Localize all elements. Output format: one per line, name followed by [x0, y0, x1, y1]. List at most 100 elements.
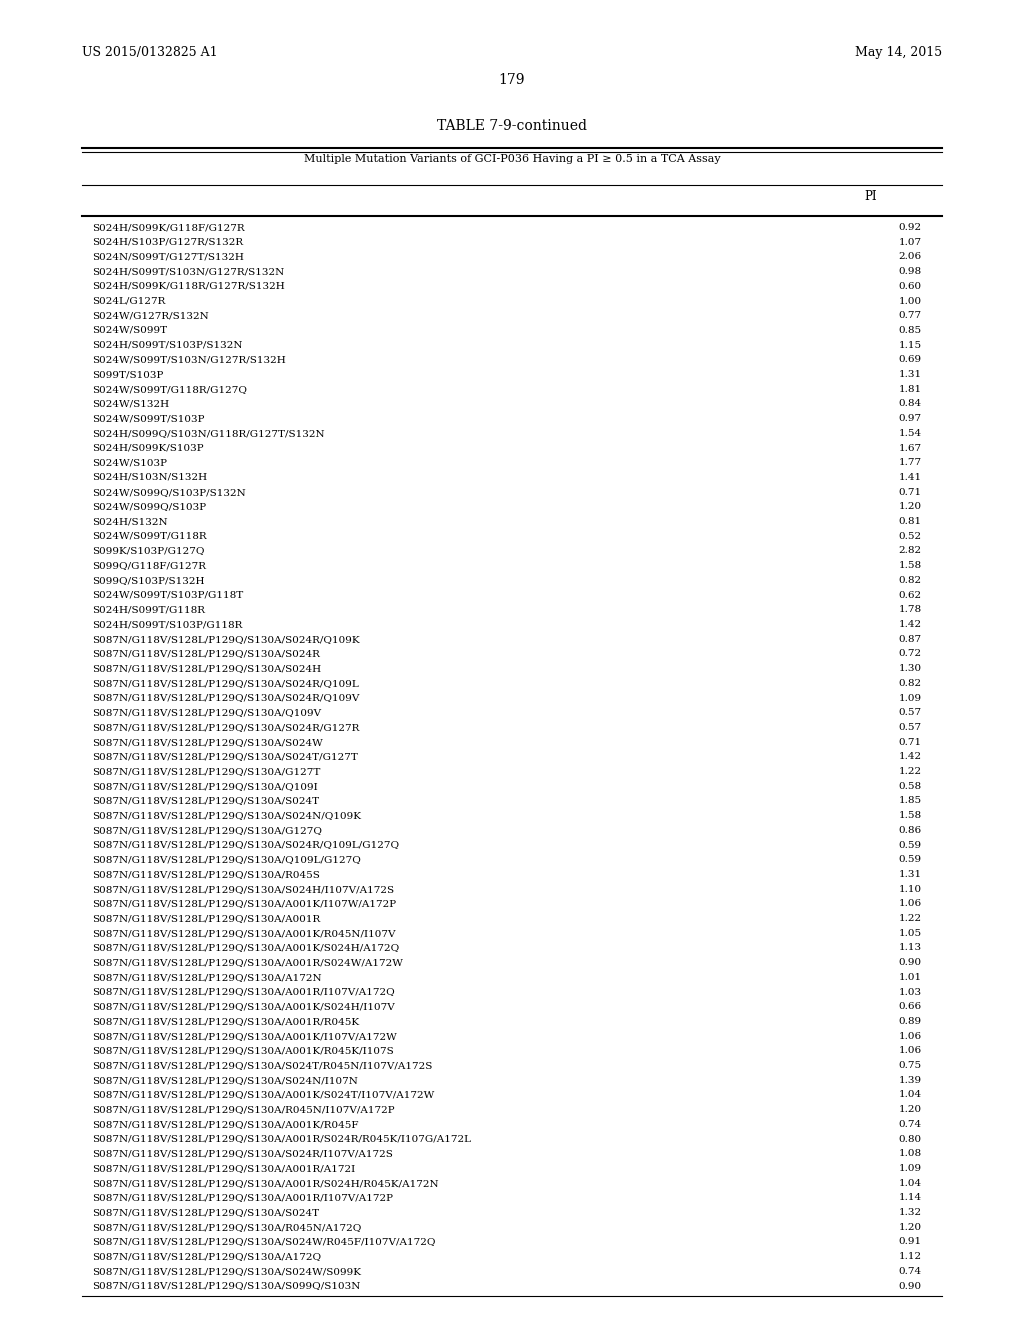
Text: S087N/G118V/S128L/P129Q/S130A/A172Q: S087N/G118V/S128L/P129Q/S130A/A172Q — [92, 1253, 322, 1261]
Text: 1.30: 1.30 — [898, 664, 922, 673]
Text: 0.74: 0.74 — [898, 1119, 922, 1129]
Text: S087N/G118V/S128L/P129Q/S130A/S024T/R045N/I107V/A172S: S087N/G118V/S128L/P129Q/S130A/S024T/R045… — [92, 1061, 432, 1071]
Text: 1.41: 1.41 — [898, 473, 922, 482]
Text: US 2015/0132825 A1: US 2015/0132825 A1 — [82, 46, 217, 59]
Text: 0.82: 0.82 — [898, 678, 922, 688]
Text: S024H/S099K/G118F/G127R: S024H/S099K/G118F/G127R — [92, 223, 245, 232]
Text: S087N/G118V/S128L/P129Q/S130A/Q109V: S087N/G118V/S128L/P129Q/S130A/Q109V — [92, 709, 322, 717]
Text: S024W/S103P: S024W/S103P — [92, 458, 167, 467]
Text: 2.06: 2.06 — [898, 252, 922, 261]
Text: S087N/G118V/S128L/P129Q/S130A/A001K/S024T/I107V/A172W: S087N/G118V/S128L/P129Q/S130A/A001K/S024… — [92, 1090, 434, 1100]
Text: 1.08: 1.08 — [898, 1150, 922, 1158]
Text: 1.42: 1.42 — [898, 752, 922, 762]
Text: S087N/G118V/S128L/P129Q/S130A/A001K/S024H/A172Q: S087N/G118V/S128L/P129Q/S130A/A001K/S024… — [92, 944, 399, 953]
Text: 1.20: 1.20 — [898, 1222, 922, 1232]
Text: 1.05: 1.05 — [898, 929, 922, 937]
Text: S024W/S099T/G118R/G127Q: S024W/S099T/G118R/G127Q — [92, 385, 247, 393]
Text: 0.91: 0.91 — [898, 1237, 922, 1246]
Text: 1.14: 1.14 — [898, 1193, 922, 1203]
Text: 0.90: 0.90 — [898, 1282, 922, 1291]
Text: S087N/G118V/S128L/P129Q/S130A/S024T: S087N/G118V/S128L/P129Q/S130A/S024T — [92, 1208, 319, 1217]
Text: S024W/S099Q/S103P/S132N: S024W/S099Q/S103P/S132N — [92, 487, 246, 496]
Text: S099K/S103P/G127Q: S099K/S103P/G127Q — [92, 546, 205, 556]
Text: 1.13: 1.13 — [898, 944, 922, 953]
Text: S087N/G118V/S128L/P129Q/S130A/S024N/Q109K: S087N/G118V/S128L/P129Q/S130A/S024N/Q109… — [92, 810, 361, 820]
Text: 0.77: 0.77 — [898, 312, 922, 321]
Text: S087N/G118V/S128L/P129Q/S130A/S024N/I107N: S087N/G118V/S128L/P129Q/S130A/S024N/I107… — [92, 1076, 358, 1085]
Text: S024H/S099K/S103P: S024H/S099K/S103P — [92, 444, 204, 453]
Text: S024H/S103N/S132H: S024H/S103N/S132H — [92, 473, 207, 482]
Text: S087N/G118V/S128L/P129Q/S130A/A001K/I107V/A172W: S087N/G118V/S128L/P129Q/S130A/A001K/I107… — [92, 1032, 397, 1040]
Text: S024W/S099T/S103N/G127R/S132H: S024W/S099T/S103N/G127R/S132H — [92, 355, 286, 364]
Text: S087N/G118V/S128L/P129Q/S130A/S024R/I107V/A172S: S087N/G118V/S128L/P129Q/S130A/S024R/I107… — [92, 1150, 393, 1158]
Text: S087N/G118V/S128L/P129Q/S130A/A001R/I107V/A172Q: S087N/G118V/S128L/P129Q/S130A/A001R/I107… — [92, 987, 395, 997]
Text: 1.20: 1.20 — [898, 1105, 922, 1114]
Text: S024H/S103P/G127R/S132R: S024H/S103P/G127R/S132R — [92, 238, 244, 247]
Text: S024W/S099T/G118R: S024W/S099T/G118R — [92, 532, 207, 541]
Text: S087N/G118V/S128L/P129Q/S130A/A172N: S087N/G118V/S128L/P129Q/S130A/A172N — [92, 973, 322, 982]
Text: S099Q/S103P/S132H: S099Q/S103P/S132H — [92, 576, 205, 585]
Text: S087N/G118V/S128L/P129Q/S130A/S024W: S087N/G118V/S128L/P129Q/S130A/S024W — [92, 738, 323, 747]
Text: S087N/G118V/S128L/P129Q/S130A/S024R/Q109K: S087N/G118V/S128L/P129Q/S130A/S024R/Q109… — [92, 635, 359, 644]
Text: S024W/S099Q/S103P: S024W/S099Q/S103P — [92, 503, 206, 511]
Text: S087N/G118V/S128L/P129Q/S130A/S024R/Q109L/G127Q: S087N/G118V/S128L/P129Q/S130A/S024R/Q109… — [92, 841, 399, 850]
Text: S087N/G118V/S128L/P129Q/S130A/S099Q/S103N: S087N/G118V/S128L/P129Q/S130A/S099Q/S103… — [92, 1282, 360, 1291]
Text: 0.82: 0.82 — [898, 576, 922, 585]
Text: 1.03: 1.03 — [898, 987, 922, 997]
Text: S087N/G118V/S128L/P129Q/S130A/S024R: S087N/G118V/S128L/P129Q/S130A/S024R — [92, 649, 321, 659]
Text: PI: PI — [864, 190, 877, 203]
Text: May 14, 2015: May 14, 2015 — [855, 46, 942, 59]
Text: S087N/G118V/S128L/P129Q/S130A/S024W/S099K: S087N/G118V/S128L/P129Q/S130A/S024W/S099… — [92, 1267, 361, 1276]
Text: 0.71: 0.71 — [898, 487, 922, 496]
Text: 0.57: 0.57 — [898, 723, 922, 731]
Text: 1.31: 1.31 — [898, 870, 922, 879]
Text: S099T/S103P: S099T/S103P — [92, 370, 164, 379]
Text: 1.09: 1.09 — [898, 1164, 922, 1173]
Text: S087N/G118V/S128L/P129Q/S130A/A001K/I107W/A172P: S087N/G118V/S128L/P129Q/S130A/A001K/I107… — [92, 899, 396, 908]
Text: S087N/G118V/S128L/P129Q/S130A/A001R/S024H/R045K/A172N: S087N/G118V/S128L/P129Q/S130A/A001R/S024… — [92, 1179, 439, 1188]
Text: S024N/S099T/G127T/S132H: S024N/S099T/G127T/S132H — [92, 252, 244, 261]
Text: S087N/G118V/S128L/P129Q/S130A/A001R/S024R/R045K/I107G/A172L: S087N/G118V/S128L/P129Q/S130A/A001R/S024… — [92, 1134, 471, 1143]
Text: 1.78: 1.78 — [898, 606, 922, 614]
Text: 0.87: 0.87 — [898, 635, 922, 644]
Text: 0.85: 0.85 — [898, 326, 922, 335]
Text: S024H/S132N: S024H/S132N — [92, 517, 168, 527]
Text: S087N/G118V/S128L/P129Q/S130A/S024H/I107V/A172S: S087N/G118V/S128L/P129Q/S130A/S024H/I107… — [92, 884, 394, 894]
Text: 1.77: 1.77 — [898, 458, 922, 467]
Text: 1.09: 1.09 — [898, 693, 922, 702]
Text: 1.39: 1.39 — [898, 1076, 922, 1085]
Text: 0.69: 0.69 — [898, 355, 922, 364]
Text: 0.98: 0.98 — [898, 267, 922, 276]
Text: S087N/G118V/S128L/P129Q/S130A/S024R/Q109L: S087N/G118V/S128L/P129Q/S130A/S024R/Q109… — [92, 678, 358, 688]
Text: S087N/G118V/S128L/P129Q/S130A/S024R/G127R: S087N/G118V/S128L/P129Q/S130A/S024R/G127… — [92, 723, 359, 731]
Text: 1.06: 1.06 — [898, 1032, 922, 1040]
Text: 1.20: 1.20 — [898, 503, 922, 511]
Text: 1.67: 1.67 — [898, 444, 922, 453]
Text: 0.75: 0.75 — [898, 1061, 922, 1071]
Text: S087N/G118V/S128L/P129Q/S130A/Q109L/G127Q: S087N/G118V/S128L/P129Q/S130A/Q109L/G127… — [92, 855, 361, 865]
Text: 1.85: 1.85 — [898, 796, 922, 805]
Text: S087N/G118V/S128L/P129Q/S130A/A001R: S087N/G118V/S128L/P129Q/S130A/A001R — [92, 913, 321, 923]
Text: 0.71: 0.71 — [898, 738, 922, 747]
Text: 0.97: 0.97 — [898, 414, 922, 424]
Text: S024L/G127R: S024L/G127R — [92, 297, 166, 306]
Text: S087N/G118V/S128L/P129Q/S130A/S024R/Q109V: S087N/G118V/S128L/P129Q/S130A/S024R/Q109… — [92, 693, 359, 702]
Text: S087N/G118V/S128L/P129Q/S130A/R045N/I107V/A172P: S087N/G118V/S128L/P129Q/S130A/R045N/I107… — [92, 1105, 395, 1114]
Text: S087N/G118V/S128L/P129Q/S130A/A001K/R045K/I107S: S087N/G118V/S128L/P129Q/S130A/A001K/R045… — [92, 1047, 394, 1055]
Text: S087N/G118V/S128L/P129Q/S130A/G127Q: S087N/G118V/S128L/P129Q/S130A/G127Q — [92, 826, 323, 834]
Text: S024H/S099T/G118R: S024H/S099T/G118R — [92, 606, 205, 614]
Text: 0.84: 0.84 — [898, 400, 922, 408]
Text: 1.10: 1.10 — [898, 884, 922, 894]
Text: 1.31: 1.31 — [898, 370, 922, 379]
Text: 0.57: 0.57 — [898, 709, 922, 717]
Text: 1.01: 1.01 — [898, 973, 922, 982]
Text: S087N/G118V/S128L/P129Q/S130A/A001K/R045F: S087N/G118V/S128L/P129Q/S130A/A001K/R045… — [92, 1119, 358, 1129]
Text: 1.58: 1.58 — [898, 561, 922, 570]
Text: 0.60: 0.60 — [898, 282, 922, 290]
Text: S087N/G118V/S128L/P129Q/S130A/S024T: S087N/G118V/S128L/P129Q/S130A/S024T — [92, 796, 319, 805]
Text: S024H/S099Q/S103N/G118R/G127T/S132N: S024H/S099Q/S103N/G118R/G127T/S132N — [92, 429, 325, 438]
Text: S024H/S099T/S103P/S132N: S024H/S099T/S103P/S132N — [92, 341, 243, 350]
Text: S024W/G127R/S132N: S024W/G127R/S132N — [92, 312, 209, 321]
Text: 1.54: 1.54 — [898, 429, 922, 438]
Text: S087N/G118V/S128L/P129Q/S130A/A001R/I107V/A172P: S087N/G118V/S128L/P129Q/S130A/A001R/I107… — [92, 1193, 393, 1203]
